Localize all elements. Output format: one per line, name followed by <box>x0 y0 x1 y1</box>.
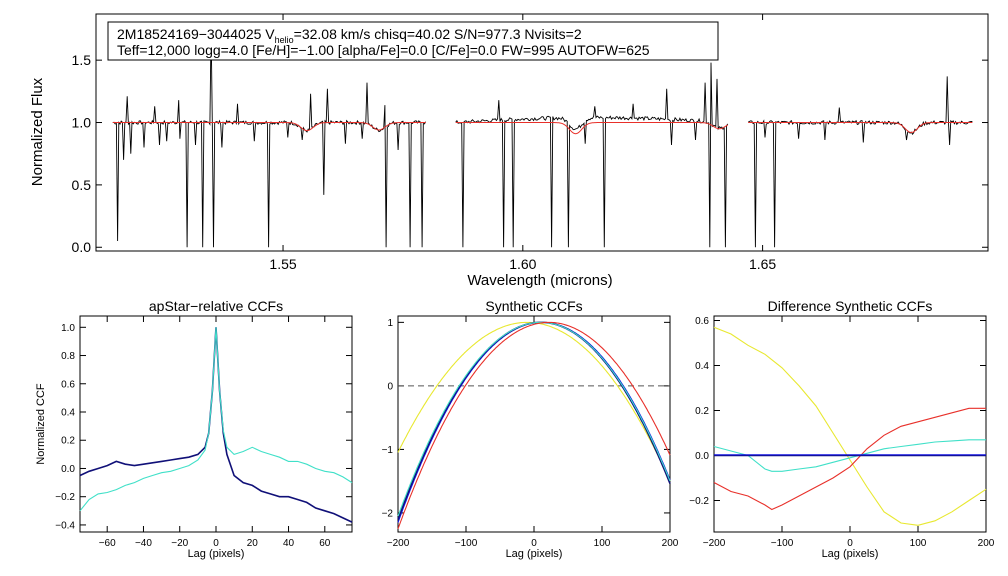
difference-ccf-title: Difference Synthetic CCFs <box>768 298 933 314</box>
spectrum-frame <box>95 13 989 252</box>
apstar-ccf-ytick-label: 1.0 <box>61 323 75 334</box>
apstar-ccf-series-1 <box>79 327 353 523</box>
apstar-ccf-ytick-label: −0.2 <box>55 492 75 503</box>
difference-ccf-series-3 <box>713 439 986 472</box>
synthetic-ccf-ytick-label: −2 <box>382 508 394 519</box>
spectrum-ytick-label: 1.0 <box>72 114 92 130</box>
spectrum-ytick-label: 0.0 <box>72 239 92 255</box>
spectrum-series <box>112 25 973 248</box>
spectrum-model-chip-1 <box>112 122 426 132</box>
apstar-ccf-xtick-label: 60 <box>319 538 331 549</box>
spectrum-xtick-label: 1.65 <box>749 256 776 272</box>
apstar-ccf-ylabel: Normalized CCF <box>35 383 47 465</box>
synthetic-ccf-xtick-label: −100 <box>455 538 478 549</box>
spectrum-xtick-label: 1.60 <box>509 256 536 272</box>
apstar-ccf-xtick-label: −20 <box>171 538 188 549</box>
synthetic-ccf-panel: Synthetic CCFs −200 −100 0 100 200 −2 −1 0 1 Lag… <box>382 298 679 560</box>
synthetic-ccf-xtick-label: 200 <box>662 538 679 549</box>
apstar-ccf-xtick-label: 40 <box>283 538 295 549</box>
difference-ccf-series-1 <box>713 326 987 526</box>
apstar-ccf-xtick-label: 0 <box>213 538 219 549</box>
apstar-ccf-ytick-label: 0.8 <box>61 351 75 362</box>
synthetic-ccf-series-5 <box>397 321 671 529</box>
apstar-ccf-ytick-label: −0.4 <box>55 520 75 531</box>
spectrum-ytick-label: 0.5 <box>72 177 92 193</box>
spectrum-annotation-line1: 2M18524169−3044025 Vhelio=32.08 km/s chi… <box>117 26 582 45</box>
apstar-ccf-ytick-label: 0.6 <box>61 379 75 390</box>
difference-ccf-xtick-label: −200 <box>703 538 726 549</box>
apstar-ccf-title: apStar−relative CCFs <box>149 298 283 314</box>
difference-ccf-ytick-label: −0.2 <box>689 496 709 507</box>
difference-ccf-ytick-label: 0.6 <box>695 316 709 327</box>
synthetic-ccf-ytick-label: −1 <box>382 445 394 456</box>
spectrum-observed-chip-3 <box>747 76 973 248</box>
difference-ccf-axes: −200 −100 0 100 200 −0.2 0.0 0.2 0.4 0.6 <box>689 315 995 549</box>
difference-ccf-xlabel: Lag (pixels) <box>822 548 879 560</box>
spectrum-annotation-box <box>107 21 719 61</box>
spectrum-xlabel: Wavelength (microns) <box>467 272 612 289</box>
difference-ccf-series <box>713 326 987 526</box>
apstar-ccf-series <box>79 327 353 523</box>
spectrum-annotation-line2: Teff=12,000 logg=4.0 [Fe/H]=−1.00 [alpha… <box>117 42 650 58</box>
apstar-ccf-ytick-label: 0.0 <box>61 464 75 475</box>
synthetic-ccf-axes: −200 −100 0 100 200 −2 −1 0 1 <box>382 315 679 549</box>
spectrum-observed-chip-2 <box>455 62 729 248</box>
synthetic-ccf-title: Synthetic CCFs <box>485 298 582 314</box>
spectrum-model-chip-2 <box>455 122 729 135</box>
spectrum-ytick-label: 1.5 <box>72 52 92 68</box>
synthetic-ccf-series-1 <box>397 321 671 482</box>
apstar-ccf-ytick-label: 0.4 <box>61 408 75 419</box>
apstar-ccf-xlabel: Lag (pixels) <box>188 548 245 560</box>
spectrum-panel: 1.55 1.60 1.65 0.0 0.5 1.0 1.5 2M18524169−3044… <box>29 13 989 289</box>
synthetic-ccf-xlabel: Lag (pixels) <box>506 548 563 560</box>
apstar-ccf-axes: −60 −40 −20 0 20 40 60 −0.4 −0.2 0.0 0.2 0.4 0.6 0.8 1… <box>55 315 353 549</box>
synthetic-ccf-ytick-label: 0 <box>387 381 393 392</box>
apstar-ccf-xtick-label: 20 <box>247 538 259 549</box>
difference-ccf-ytick-label: 0.0 <box>695 451 709 462</box>
difference-ccf-xtick-label: 0 <box>847 538 853 549</box>
synthetic-ccf-xtick-label: 100 <box>594 538 611 549</box>
spectrum-ylabel: Normalized Flux <box>29 77 46 186</box>
difference-ccf-xtick-label: 200 <box>978 538 995 549</box>
difference-ccf-xtick-label: −100 <box>771 538 794 549</box>
apstar-ccf-xtick-label: −60 <box>99 538 116 549</box>
apstar-ccf-panel: apStar−relative CCFs −60 −40 −20 0 20 40 60 −0.… <box>35 298 353 560</box>
difference-ccf-xtick-label: 100 <box>910 538 927 549</box>
spectrum-model-chip-3 <box>748 122 973 134</box>
synthetic-ccf-series <box>397 321 671 529</box>
synthetic-ccf-xtick-label: 0 <box>531 538 537 549</box>
difference-ccf-panel: Difference Synthetic CCFs −200 −100 0 100 20… <box>689 298 995 560</box>
apstar-ccf-frame <box>79 315 353 533</box>
difference-ccf-ytick-label: 0.4 <box>695 361 709 372</box>
annotation-helio-subscript: helio <box>275 35 294 45</box>
synthetic-ccf-ytick-label: 1 <box>387 318 393 329</box>
difference-ccf-ytick-label: 0.2 <box>695 406 709 417</box>
apstar-ccf-series-2 <box>79 327 353 512</box>
synthetic-ccf-xtick-label: −200 <box>387 538 410 549</box>
difference-ccf-series-2 <box>713 407 986 511</box>
synthetic-ccf-series-4 <box>397 321 671 517</box>
spectrum-xtick-label: 1.55 <box>269 256 296 272</box>
annotation-star-suffix: =32.08 km/s chisq=40.02 S/N=977.3 Nvisit… <box>294 26 582 42</box>
apstar-ccf-ytick-label: 0.2 <box>61 436 75 447</box>
annotation-star-prefix: 2M18524169−3044025 V <box>117 26 275 42</box>
apstar-ccf-xtick-label: −40 <box>135 538 152 549</box>
spectrum-axes: 1.55 1.60 1.65 0.0 0.5 1.0 1.5 <box>72 13 989 272</box>
